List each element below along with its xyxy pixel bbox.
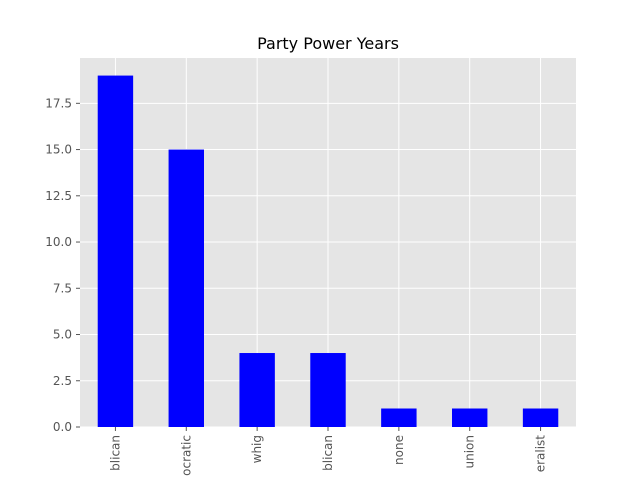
y-tick-label: 0.0 (53, 420, 72, 434)
bar (452, 408, 488, 427)
y-tick-label: 2.5 (53, 374, 72, 388)
chart-title: Party Power Years (257, 34, 399, 53)
x-tick-label: whig (250, 435, 264, 463)
x-tick-label: blican (321, 435, 335, 471)
y-tick-label: 5.0 (53, 328, 72, 342)
bar (97, 75, 134, 428)
x-tick-label: union (463, 435, 477, 469)
y-tick-label: 17.5 (45, 96, 72, 110)
y-tick-label: 12.5 (45, 189, 72, 203)
x-axis: blican ocratic whig blican none union eralist (108, 427, 548, 476)
bar (239, 353, 275, 427)
x-tick-label: eralist (534, 435, 548, 473)
bars (97, 75, 559, 428)
bar (522, 408, 559, 427)
y-tick-label: 10.0 (45, 235, 72, 249)
y-axis: 0.0 2.5 5.0 7.5 10.0 12.5 15.0 17.5 (45, 96, 80, 434)
y-tick-label: 7.5 (53, 281, 72, 295)
bar (310, 353, 346, 427)
bar (168, 149, 204, 427)
x-tick-label: ocratic (179, 435, 193, 476)
bar (381, 408, 417, 427)
y-tick-label: 15.0 (45, 143, 72, 157)
x-tick-label: blican (108, 435, 122, 471)
x-tick-label: none (392, 435, 406, 465)
